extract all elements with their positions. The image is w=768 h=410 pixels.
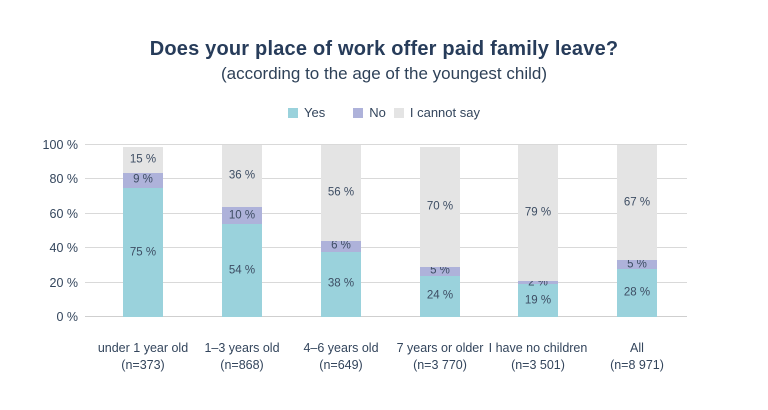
legend-swatch-icon xyxy=(393,107,404,118)
sample-size-label: (n=649) xyxy=(319,358,363,372)
y-tick-label: 20 % xyxy=(49,275,79,290)
bar-segment-no xyxy=(420,267,460,276)
category-label: 4–6 years old xyxy=(303,341,379,355)
bar-value-label: 54 % xyxy=(228,264,256,277)
chart-subtitle: (according to the age of the youngest ch… xyxy=(220,64,548,83)
bar-value-label: 38 % xyxy=(327,277,355,290)
bar-column-5: 19 % 2 % 79 % xyxy=(518,145,558,317)
legend-label: I cannot say xyxy=(409,105,480,120)
bar-segment-i-cannot-say xyxy=(617,145,657,261)
bar-column-1: 75 % 9 % 15 % xyxy=(123,145,163,317)
x-axis-label-1: under 1 year old (n=373) xyxy=(78,340,208,374)
legend: Yes No I cannot say xyxy=(0,105,768,120)
bar-segment-yes xyxy=(617,268,657,317)
sample-size-label: (n=8 971) xyxy=(610,358,664,372)
bar-segment-i-cannot-say xyxy=(123,146,163,173)
bar-segment-i-cannot-say xyxy=(222,145,262,207)
y-tick-label: 40 % xyxy=(49,241,79,256)
bar-segment-yes xyxy=(222,224,262,317)
bar-value-label: 28 % xyxy=(623,286,651,299)
x-axis-label-2: 1–3 years old (n=868) xyxy=(177,340,307,374)
bar-value-label: 6 % xyxy=(331,239,351,252)
category-label: All xyxy=(630,341,644,355)
sample-size-label: (n=868) xyxy=(220,358,264,372)
y-tick-label: 100 % xyxy=(42,138,78,152)
gridline-0 xyxy=(85,316,687,317)
y-tick-label: 0 % xyxy=(56,310,78,324)
bar-segment-yes xyxy=(321,251,361,317)
sample-size-label: (n=3 770) xyxy=(413,358,467,372)
category-label: 1–3 years old xyxy=(204,341,280,355)
legend-label: Yes xyxy=(304,105,326,120)
x-axis-label-6: All (n=8 971) xyxy=(572,340,702,374)
bar-value-label: 79 % xyxy=(524,206,552,219)
sample-size-label: (n=3 501) xyxy=(511,358,565,372)
bar-segment-yes xyxy=(518,284,558,317)
bar-column-3: 38 % 6 % 56 % xyxy=(321,145,361,317)
bar-value-label: 67 % xyxy=(623,196,651,209)
bar-segment-yes xyxy=(420,275,460,317)
bar-column-4: 24 % 5 % 70 % xyxy=(420,145,460,317)
bar-value-label: 10 % xyxy=(228,209,256,222)
bar-value-label: 70 % xyxy=(426,200,454,213)
gridline-20 xyxy=(85,281,687,283)
legend-swatch-icon xyxy=(288,107,299,118)
gridline-40 xyxy=(85,247,687,249)
bar-value-label: 36 % xyxy=(228,169,256,182)
chart-title: Does your place of work offer paid famil… xyxy=(149,38,619,60)
bar-value-label: 15 % xyxy=(129,153,157,166)
gridline-100 xyxy=(85,144,687,145)
bar-segment-i-cannot-say xyxy=(518,145,558,281)
bar-segment-no xyxy=(321,241,361,252)
bar-segment-no xyxy=(518,280,558,285)
category-label: 7 years or older xyxy=(396,341,484,355)
bar-value-label: 5 % xyxy=(430,264,450,277)
bar-value-label: 19 % xyxy=(524,294,552,307)
category-label: I have no children xyxy=(488,341,588,355)
bar-value-label: 24 % xyxy=(426,289,454,302)
bar-value-label: 56 % xyxy=(327,186,355,199)
bar-value-label: 5 % xyxy=(627,258,647,271)
legend-item-yes: Yes xyxy=(288,105,325,120)
y-tick-label: 80 % xyxy=(49,172,79,187)
bar-column-6: 28 % 5 % 67 % xyxy=(617,145,657,317)
sample-size-label: (n=373) xyxy=(121,358,165,372)
bar-segment-yes xyxy=(123,188,163,317)
x-axis-label-4: 7 years or older (n=3 770) xyxy=(375,340,505,374)
legend-swatch-icon xyxy=(353,107,364,118)
bar-segment-no xyxy=(617,260,657,269)
bar-segment-i-cannot-say xyxy=(321,145,361,242)
bar-value-label: 75 % xyxy=(129,246,157,258)
bar-segment-i-cannot-say xyxy=(420,146,460,268)
x-axis-label-5: I have no children (n=3 501) xyxy=(473,340,603,374)
gridline-80 xyxy=(85,178,687,180)
x-axis-label-3: 4–6 years old (n=649) xyxy=(276,340,406,374)
legend-item-no: No xyxy=(353,105,386,120)
legend-item-i-cannot-say: I cannot say xyxy=(393,105,480,120)
legend-label: No xyxy=(369,105,386,120)
bar-segment-no xyxy=(123,172,163,188)
plot-area: 75 % 9 % 15 % 54 % 10 % 36 % 38 % 6 % 56 % 24 % 5 … xyxy=(85,144,687,317)
category-label: under 1 year old xyxy=(97,341,189,355)
bar-segment-no xyxy=(222,206,262,225)
bar-column-2: 54 % 10 % 36 % xyxy=(222,145,262,317)
gridline-60 xyxy=(85,212,687,214)
bar-value-label: 9 % xyxy=(133,173,153,186)
y-tick-label: 60 % xyxy=(49,206,79,221)
